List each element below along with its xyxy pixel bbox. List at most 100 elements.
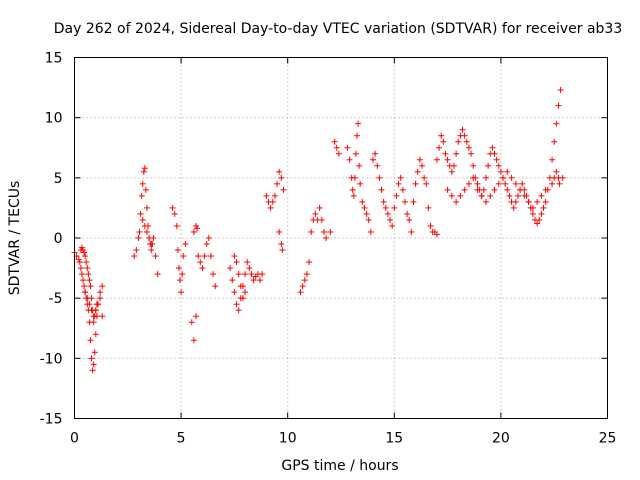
- data-point: [229, 277, 236, 284]
- y-tick-label: 5: [54, 171, 63, 187]
- data-point: [90, 361, 97, 368]
- data-point: [142, 186, 149, 193]
- data-point: [453, 150, 460, 157]
- data-point: [468, 150, 475, 157]
- data-point: [416, 156, 423, 163]
- data-point: [433, 156, 440, 163]
- data-point: [414, 168, 421, 175]
- data-point: [274, 180, 281, 187]
- data-point: [195, 253, 202, 260]
- data-point: [171, 210, 178, 217]
- data-point: [440, 138, 447, 145]
- data-point: [87, 337, 94, 344]
- data-point: [231, 253, 238, 260]
- data-point: [242, 271, 249, 278]
- data-point: [367, 228, 374, 235]
- data-point: [88, 355, 95, 362]
- data-point: [207, 253, 214, 260]
- data-point: [303, 271, 310, 278]
- data-point: [542, 186, 549, 193]
- data-point: [500, 174, 507, 181]
- data-point: [395, 180, 402, 187]
- data-point: [389, 222, 396, 229]
- data-point: [182, 241, 189, 248]
- data-point: [80, 277, 87, 284]
- data-point: [135, 235, 142, 241]
- data-point: [91, 349, 98, 356]
- data-point: [323, 235, 330, 241]
- data-point: [235, 307, 242, 314]
- data-point: [131, 253, 138, 260]
- data-point: [384, 210, 391, 217]
- data-point: [351, 174, 358, 181]
- data-point: [140, 168, 147, 175]
- data-point: [227, 265, 234, 272]
- data-point: [412, 180, 419, 187]
- data-point: [233, 301, 240, 308]
- data-point: [97, 289, 104, 296]
- data-point: [90, 313, 97, 320]
- data-point: [363, 210, 370, 217]
- data-point: [242, 289, 249, 296]
- data-point: [478, 192, 485, 199]
- data-point: [92, 331, 99, 338]
- data-point: [84, 295, 91, 302]
- data-point: [180, 253, 187, 260]
- data-point: [457, 192, 464, 199]
- data-point: [461, 132, 468, 139]
- data-point: [512, 180, 519, 187]
- data-point: [244, 259, 251, 266]
- data-point: [465, 144, 472, 151]
- data-point: [99, 313, 106, 320]
- data-point: [316, 204, 323, 211]
- data-point: [504, 168, 511, 175]
- data-point: [349, 186, 356, 193]
- data-point: [538, 210, 545, 217]
- data-point: [374, 162, 381, 169]
- data-point: [436, 144, 443, 151]
- data-point: [482, 198, 489, 205]
- data-point: [487, 192, 494, 199]
- data-point: [506, 192, 513, 199]
- data-point: [86, 301, 93, 308]
- data-point: [199, 265, 206, 272]
- data-point: [143, 204, 150, 211]
- data-point: [82, 253, 89, 260]
- data-point: [359, 198, 366, 205]
- plot-frame: [74, 57, 608, 419]
- data-point: [459, 126, 466, 133]
- data-point: [280, 186, 287, 193]
- data-point: [391, 204, 398, 211]
- data-point: [84, 265, 91, 272]
- data-point: [308, 228, 315, 235]
- data-point: [318, 216, 325, 223]
- data-point: [301, 277, 308, 284]
- data-point: [85, 271, 92, 278]
- data-point: [376, 174, 383, 181]
- data-point: [333, 144, 340, 151]
- data-point: [139, 180, 146, 187]
- data-point: [278, 241, 285, 248]
- data-point: [299, 283, 306, 290]
- x-tick-label: 25: [599, 431, 617, 447]
- grid-lines: [74, 57, 608, 419]
- data-point: [327, 228, 334, 235]
- data-point: [279, 247, 286, 254]
- data-point: [549, 180, 556, 187]
- data-point: [529, 204, 536, 211]
- data-point: [248, 271, 255, 278]
- data-point: [267, 204, 274, 211]
- data-point: [352, 150, 359, 157]
- data-point: [442, 150, 449, 157]
- data-point: [143, 228, 150, 235]
- data-point: [461, 186, 468, 193]
- data-points: [71, 86, 566, 374]
- y-tick-label: -15: [40, 412, 63, 428]
- data-point: [455, 138, 462, 145]
- data-point: [553, 168, 560, 175]
- data-point: [421, 174, 428, 181]
- data-point: [81, 249, 88, 256]
- data-point: [549, 156, 556, 163]
- data-point: [269, 198, 276, 205]
- data-point: [92, 307, 99, 314]
